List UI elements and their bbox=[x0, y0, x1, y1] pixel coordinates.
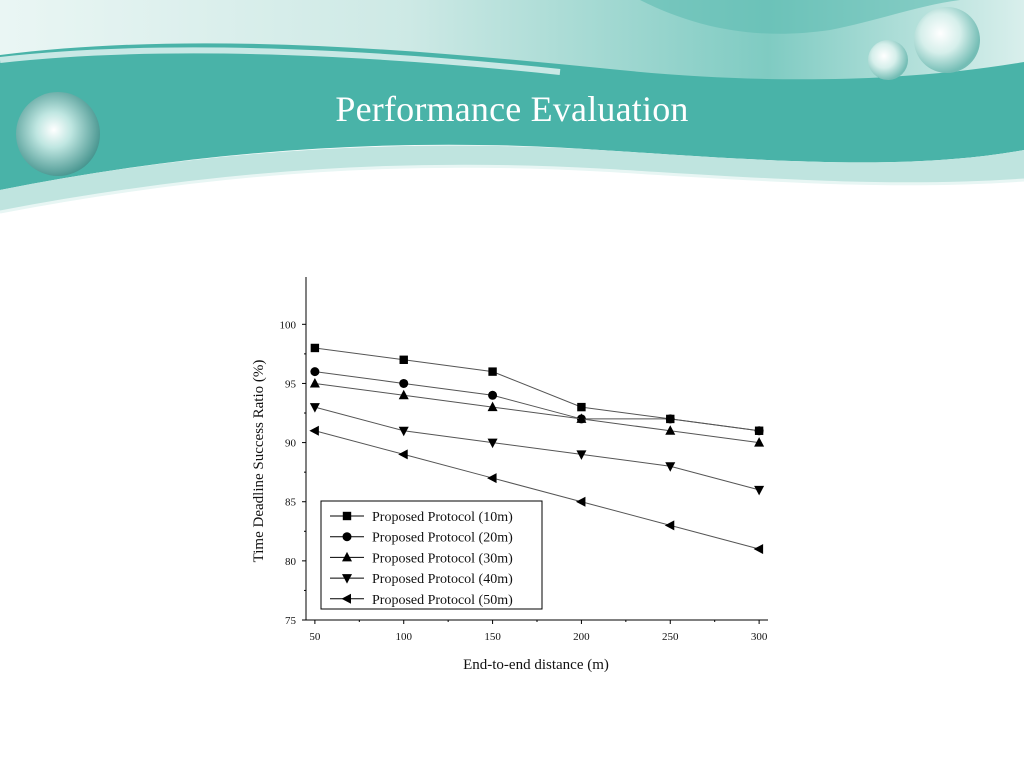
x-tick-label: 100 bbox=[395, 631, 412, 643]
y-axis-title: Time Deadline Success Ratio (%) bbox=[251, 360, 267, 563]
legend-item: Proposed Protocol (20m) bbox=[330, 531, 513, 546]
legend-marker bbox=[341, 593, 351, 604]
data-point bbox=[487, 401, 498, 412]
data-point bbox=[754, 426, 764, 436]
y-tick-label: 100 bbox=[280, 319, 297, 331]
legend-marker bbox=[342, 574, 352, 584]
data-point bbox=[488, 367, 497, 376]
data-point bbox=[665, 425, 676, 435]
y-tick-label: 75 bbox=[285, 615, 297, 627]
series-line bbox=[314, 382, 760, 444]
x-tick-label: 250 bbox=[662, 631, 679, 643]
data-point bbox=[664, 520, 675, 531]
header-banner bbox=[0, 0, 1024, 214]
slide-title: Performance Evaluation bbox=[335, 89, 689, 129]
line-chart: 75 80 85 90 95 100 50 100 150 200 250 300 End-to-en… bbox=[251, 277, 768, 673]
data-point bbox=[310, 343, 320, 353]
x-axis-title: End-to-end distance (m) bbox=[463, 657, 609, 673]
data-point bbox=[398, 449, 408, 460]
data-point bbox=[487, 438, 498, 449]
bubble-decoration-left bbox=[16, 92, 100, 176]
data-point bbox=[309, 403, 320, 413]
legend-item: Proposed Protocol (40m) bbox=[330, 572, 513, 587]
series-4 bbox=[309, 403, 765, 496]
legend-marker bbox=[342, 511, 352, 521]
legend-item: Proposed Protocol (10m) bbox=[330, 510, 513, 525]
series-3 bbox=[309, 377, 765, 447]
series-1 bbox=[310, 343, 764, 435]
x-tick-label: 50 bbox=[309, 631, 321, 643]
y-tick-label: 85 bbox=[285, 497, 297, 509]
series-line bbox=[314, 406, 760, 491]
legend-label: Proposed Protocol (50m) bbox=[372, 593, 513, 608]
data-point bbox=[309, 425, 319, 436]
series-line bbox=[314, 430, 760, 550]
chart-legend: Proposed Protocol (10m) Proposed Protocol… bbox=[320, 500, 543, 610]
data-point bbox=[665, 462, 676, 472]
data-point bbox=[309, 377, 320, 388]
data-point bbox=[487, 473, 497, 484]
data-point bbox=[399, 355, 408, 364]
series-5 bbox=[309, 425, 764, 555]
y-tick-label: 80 bbox=[285, 556, 297, 568]
x-tick-label: 150 bbox=[484, 631, 501, 643]
data-point bbox=[753, 544, 764, 555]
y-tick-label: 95 bbox=[285, 378, 297, 390]
data-point bbox=[754, 437, 765, 447]
data-point bbox=[398, 426, 409, 437]
bubble-decoration-right-small bbox=[868, 40, 908, 80]
data-point bbox=[577, 402, 586, 412]
legend-label: Proposed Protocol (30m) bbox=[372, 551, 513, 566]
bubble-decoration-right-large bbox=[914, 7, 980, 73]
data-point bbox=[576, 413, 587, 423]
legend-label: Proposed Protocol (40m) bbox=[372, 572, 513, 587]
legend-marker bbox=[342, 551, 352, 562]
legend-item: Proposed Protocol (30m) bbox=[330, 551, 513, 566]
series-line bbox=[314, 371, 760, 432]
legend-marker bbox=[342, 532, 352, 542]
x-tick-label: 200 bbox=[573, 631, 590, 643]
legend-label: Proposed Protocol (20m) bbox=[372, 531, 513, 546]
chart-axes: 75 80 85 90 95 100 50 100 150 200 250 300 bbox=[280, 277, 768, 643]
y-tick-label: 90 bbox=[285, 438, 297, 450]
legend-label: Proposed Protocol (10m) bbox=[372, 510, 513, 525]
data-point bbox=[488, 390, 498, 400]
data-point bbox=[575, 496, 586, 507]
series-line bbox=[314, 347, 760, 432]
data-point bbox=[310, 367, 320, 377]
data-point bbox=[754, 485, 765, 496]
data-point bbox=[399, 378, 409, 388]
x-tick-label: 300 bbox=[751, 631, 768, 643]
legend-item: Proposed Protocol (50m) bbox=[330, 593, 513, 608]
data-point bbox=[576, 450, 587, 460]
chart-series bbox=[309, 343, 765, 555]
data-point bbox=[665, 414, 675, 424]
series-2 bbox=[310, 367, 764, 436]
data-point bbox=[398, 389, 409, 400]
legend-box bbox=[320, 500, 543, 610]
